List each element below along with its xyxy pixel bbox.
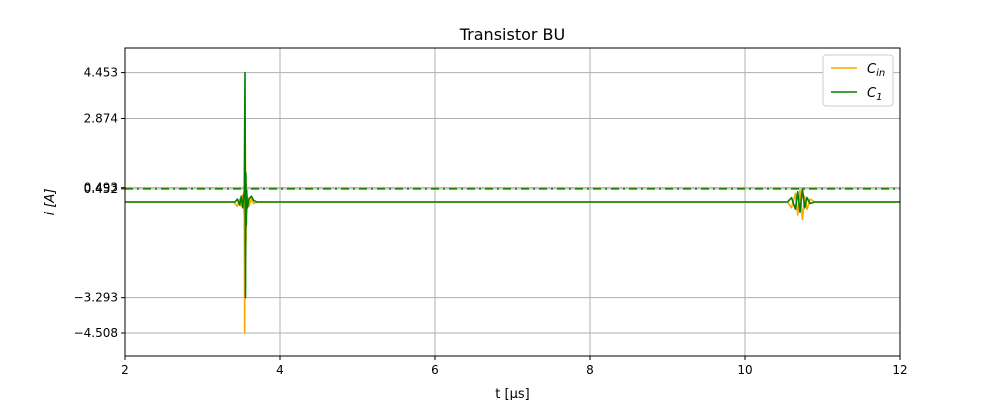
legend-box	[822, 54, 894, 107]
series-layer	[125, 71, 900, 334]
y-tick-label: 4.453	[84, 66, 118, 80]
x-tick-label: 6	[431, 363, 439, 377]
y-tick-label: 0.493	[84, 181, 118, 195]
x-tick-label: 4	[276, 363, 284, 377]
y-tick-label: 0.452	[84, 182, 118, 196]
legend: Cin C1	[822, 54, 894, 107]
legend-label-c-1: C1	[867, 86, 882, 103]
y-tick-label: −3.293	[74, 291, 118, 305]
y-tick-label: 2.874	[84, 111, 118, 125]
x-tick-label: 2	[121, 363, 129, 377]
series-line-c-1	[125, 71, 900, 299]
chart-title: Transistor BU	[459, 25, 565, 44]
y-tick-label: −4.508	[74, 326, 118, 340]
x-tick-label: 12	[892, 363, 907, 377]
x-tick-label: 8	[586, 363, 594, 377]
y-axis-label: i [A]	[43, 189, 58, 216]
x-axis-label: t [μs]	[495, 387, 529, 400]
x-tick-label: 10	[737, 363, 752, 377]
plot-area-frame	[124, 47, 901, 357]
legend-label-c-in: Cin	[867, 62, 885, 79]
